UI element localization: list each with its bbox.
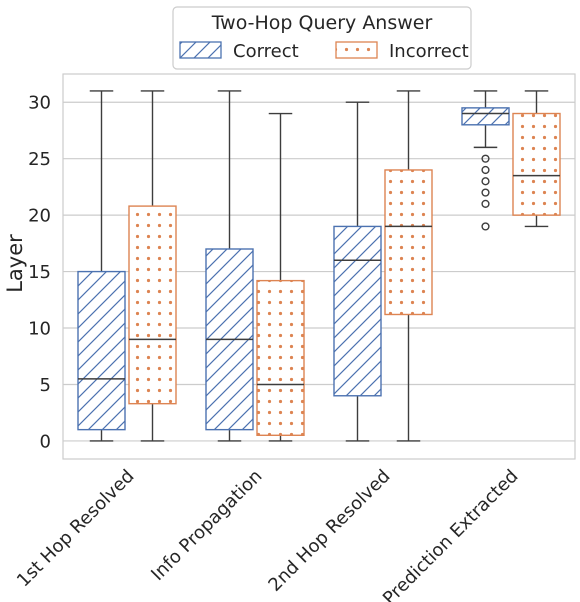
outlier-point — [481, 154, 490, 163]
legend: Two-Hop Query Answer Correct Incorrect — [172, 6, 472, 70]
box-iqr — [333, 225, 382, 397]
outlier-point — [481, 165, 490, 175]
x-tick-label: Prediction Extracted — [379, 466, 523, 602]
outlier-point — [481, 199, 490, 208]
x-tick-label: 2nd Hop Resolved — [264, 466, 394, 596]
outlier-point — [481, 222, 490, 231]
x-tick-label: Info Propagation — [147, 466, 266, 585]
y-tick-label: 5 — [40, 375, 51, 396]
y-axis-label: Layer — [3, 234, 27, 293]
box-iqr — [512, 112, 561, 216]
x-tick-label: 1st Hop Resolved — [13, 466, 139, 592]
box-incorrect-2 — [256, 112, 305, 442]
y-tick-label: 30 — [28, 93, 51, 114]
box-incorrect-3 — [384, 90, 433, 442]
box-iqr — [461, 107, 510, 126]
y-tick-label: 20 — [28, 206, 51, 227]
box-iqr — [77, 270, 126, 431]
legend-swatch-incorrect — [335, 41, 378, 59]
box-correct-2 — [205, 90, 254, 442]
plot-area-frame — [62, 73, 576, 460]
legend-entry-incorrect: Incorrect — [389, 41, 469, 62]
y-tick-label: 10 — [28, 319, 51, 340]
box-correct-1 — [77, 90, 126, 442]
box-series-layer — [77, 90, 561, 442]
outlier-point — [481, 188, 490, 197]
box-iqr — [384, 169, 433, 316]
box-iqr — [256, 279, 305, 436]
box-incorrect-4 — [512, 90, 561, 228]
legend-swatch-correct — [179, 41, 222, 59]
legend-entry-correct: Correct — [233, 41, 299, 62]
y-tick-label: 15 — [28, 262, 51, 283]
y-tick-label: 25 — [28, 149, 51, 170]
box-correct-4 — [461, 90, 510, 231]
legend-title: Two-Hop Query Answer — [211, 12, 433, 34]
legend-frame — [172, 6, 472, 70]
outlier-point — [481, 177, 490, 186]
box-incorrect-1 — [128, 90, 177, 442]
box-iqr — [128, 205, 177, 405]
box-correct-3 — [333, 101, 382, 442]
y-tick-label: 0 — [40, 431, 51, 452]
y-tick-labels: 0 5 10 15 20 25 30 — [28, 93, 51, 453]
